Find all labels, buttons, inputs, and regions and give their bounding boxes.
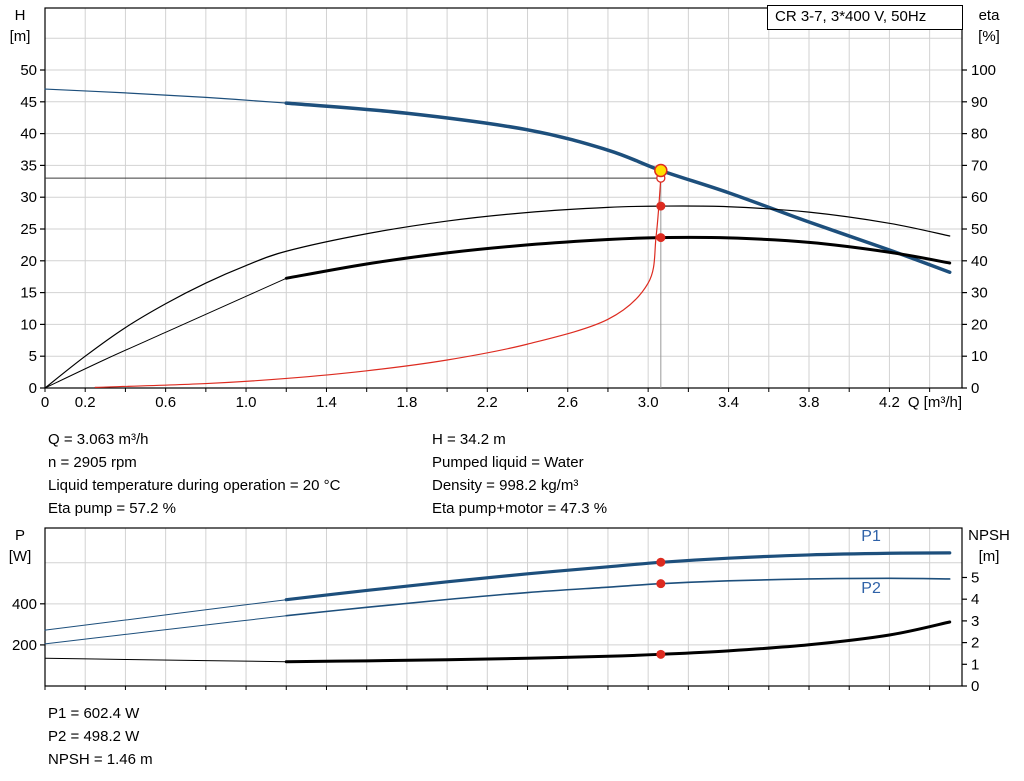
plot-border	[44, 527, 963, 687]
eta-pump-duty-dot	[656, 201, 666, 211]
power-npsh-chart: 200 400 0 1 2 3 4 5 P [W] NPSH [m] P1 P2	[9, 527, 1010, 695]
axis-tick-label: 0.6	[155, 394, 176, 411]
axis-tick-label: 10	[971, 348, 988, 365]
annotation-density: Density = 998.2 kg/m³	[432, 477, 579, 494]
axis-tick-label: 15	[20, 285, 37, 302]
axis-tick-label: 200	[12, 637, 37, 654]
axis-tick-label: 4	[971, 591, 979, 608]
axis-tick-label: 1.4	[316, 394, 337, 411]
left-axis-label: H	[15, 7, 26, 24]
axis-tick-label: 10	[20, 316, 37, 333]
right-axis-unit: [%]	[978, 28, 1000, 45]
axis-tick-label: 35	[20, 157, 37, 174]
axis-tick-label: 4.2	[879, 394, 900, 411]
axis-tick-label: 60	[971, 189, 988, 206]
pump-model-title: CR 3-7, 3*400 V, 50Hz	[767, 5, 963, 30]
axis-tick-label: 2	[971, 635, 979, 652]
axis-tick-label: 1	[971, 656, 979, 673]
npsh-curve-extension	[44, 657, 287, 663]
axis-tick-label: 0	[971, 380, 979, 397]
axis-tick-label: 90	[971, 94, 988, 111]
duty-annotations-left: Q = 3.063 m³/h n = 2905 rpm Liquid tempe…	[48, 428, 340, 520]
axis-tick-label: 3.0	[638, 394, 659, 411]
annotation-npsh: NPSH = 1.46 m	[48, 751, 153, 768]
eta-pump-motor-duty-dot	[656, 233, 666, 243]
axis-tick-label: 3.4	[718, 394, 739, 411]
left-axis-label: P	[15, 527, 25, 544]
p1-curve	[284, 551, 952, 602]
annotation-speed: n = 2905 rpm	[48, 454, 137, 471]
axis-tick-label: 20	[971, 316, 988, 333]
annotation-eta-pump: Eta pump = 57.2 %	[48, 500, 176, 517]
plot-border	[44, 7, 963, 389]
axis-tick-label: 1.8	[396, 394, 417, 411]
axis-tick-label: 5	[29, 348, 37, 365]
h-curve-extension	[44, 88, 287, 104]
power-annotations: P1 = 602.4 W P2 = 498.2 W NPSH = 1.46 m	[48, 702, 153, 771]
axis-tick-label: 100	[971, 62, 996, 79]
eta-pump-motor-extension	[44, 277, 287, 389]
annotation-pumped-liquid: Pumped liquid = Water	[432, 454, 584, 471]
duty-point-marker[interactable]	[654, 163, 668, 178]
axis-tick-label: 40	[20, 126, 37, 143]
annotation-eta-total: Eta pump+motor = 47.3 %	[432, 500, 608, 517]
right-axis-unit: [m]	[979, 548, 1000, 565]
h-curve	[284, 101, 952, 275]
axis-tick-label: 40	[971, 253, 988, 270]
axis-tick-label: 0	[971, 678, 979, 695]
axis-tick-label: 2.6	[557, 394, 578, 411]
axis-tick-label: 0	[29, 380, 37, 397]
p2-series-label: P2	[861, 580, 881, 597]
annotation-p2: P2 = 498.2 W	[48, 728, 140, 745]
p2-curve-extension	[44, 615, 287, 645]
annotation-flow: Q = 3.063 m³/h	[48, 431, 149, 448]
axis-tick-label: 400	[12, 596, 37, 613]
axis-tick-label: 25	[20, 221, 37, 238]
grid	[45, 528, 962, 686]
annotation-liquid-temp: Liquid temperature during operation = 20…	[48, 477, 341, 494]
axis-tick-label: 70	[971, 157, 988, 174]
npsh-duty-dot	[656, 649, 666, 659]
grid	[45, 8, 962, 388]
axis-tick-label: 50	[971, 221, 988, 238]
axis-tick-label: 80	[971, 126, 988, 143]
axis-tick-label: 30	[20, 189, 37, 206]
annotation-p1: P1 = 602.4 W	[48, 705, 140, 722]
axis-tick-label: 3.8	[799, 394, 820, 411]
axis-tick-label: 0.2	[75, 394, 96, 411]
p1-duty-dot	[656, 557, 666, 567]
system-curve	[94, 177, 662, 388]
p1-series-label: P1	[861, 528, 881, 545]
axis-tick-label: 3	[971, 613, 979, 630]
axis-tick-label: 20	[20, 253, 37, 270]
right-axis-label: NPSH	[968, 527, 1010, 544]
p2-curve	[285, 577, 951, 617]
axis-tick-label: 50	[20, 62, 37, 79]
p1-curve-extension	[44, 599, 287, 631]
x-axis-label: Q [m³/h]	[908, 394, 962, 411]
axis-tick-label: 1.0	[236, 394, 257, 411]
left-axis-unit: [m]	[10, 28, 31, 45]
duty-annotations-right: H = 34.2 m Pumped liquid = Water Density…	[432, 428, 607, 520]
left-axis-unit: [W]	[9, 548, 32, 565]
axis-tick-label: 0	[41, 394, 49, 411]
right-axis-label: eta	[979, 7, 1001, 24]
annotation-head: H = 34.2 m	[432, 431, 506, 448]
axis-tick-label: 30	[971, 285, 988, 302]
npsh-curve	[284, 620, 952, 664]
eta-pump-motor-curve	[284, 235, 952, 280]
axis-tick-label: 2.2	[477, 394, 498, 411]
axis-tick-label: 5	[971, 569, 979, 586]
axis-tick-label: 45	[20, 94, 37, 111]
eta-pump-curve	[44, 205, 951, 389]
p2-duty-dot	[656, 579, 666, 589]
qh-eta-chart: 0 5 10 15 20 25 30 35 40 45 50 0 10 20 30 40 50 60 70 80 90 1…	[10, 7, 1001, 411]
